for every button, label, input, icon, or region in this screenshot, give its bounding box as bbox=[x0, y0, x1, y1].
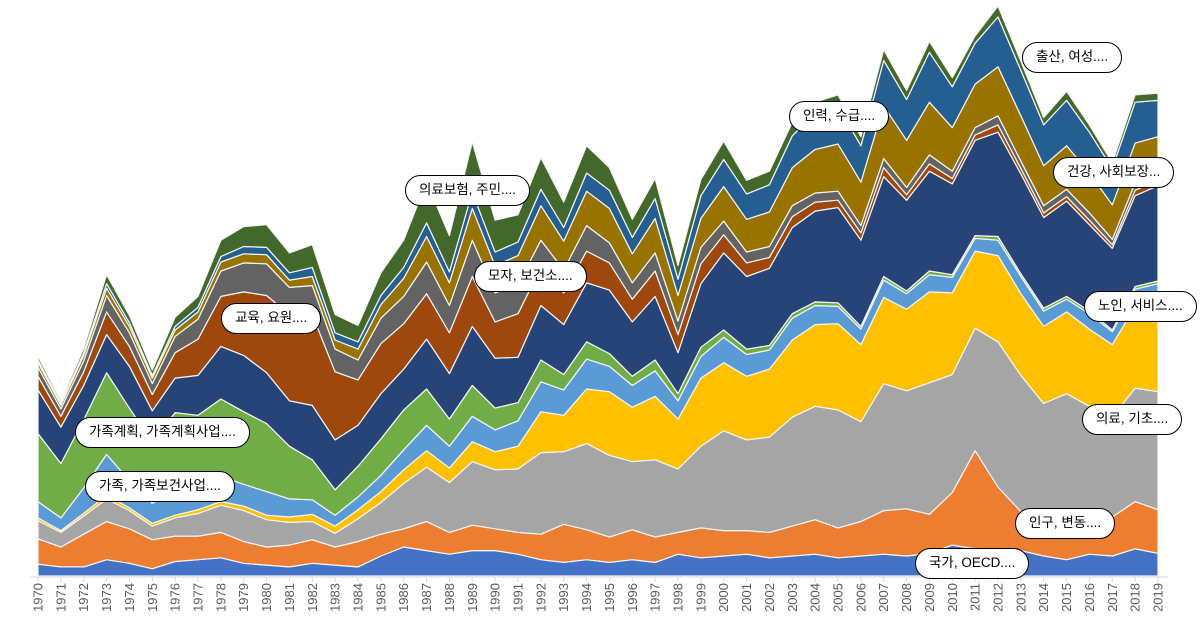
callout-birth-women: 출산, 여성.... bbox=[1022, 42, 1123, 73]
x-axis-label: 1993 bbox=[556, 583, 571, 612]
x-axis-label: 1997 bbox=[648, 583, 663, 612]
callout-education-personnel: 교육, 요원.... bbox=[221, 303, 322, 334]
x-axis-label: 1983 bbox=[328, 583, 343, 612]
x-axis-label: 2008 bbox=[899, 583, 914, 612]
x-axis-label: 1995 bbox=[602, 583, 617, 612]
x-axis-label: 1981 bbox=[282, 583, 297, 612]
x-axis-label: 1994 bbox=[579, 583, 594, 612]
x-axis-label: 2005 bbox=[831, 583, 846, 612]
x-axis-label: 2019 bbox=[1151, 583, 1166, 612]
x-axis-label: 2002 bbox=[762, 583, 777, 612]
callout-maternal-health-center: 모자, 보건소.... bbox=[474, 261, 587, 292]
x-axis-label: 1978 bbox=[213, 583, 228, 612]
x-axis-label: 2003 bbox=[785, 583, 800, 612]
callout-health-social-security: 건강, 사회보장... bbox=[1053, 157, 1175, 188]
x-axis-label: 1996 bbox=[625, 583, 640, 612]
x-axis-label: 1992 bbox=[533, 583, 548, 612]
x-axis-label: 2001 bbox=[739, 583, 754, 612]
x-axis-label: 1990 bbox=[488, 583, 503, 612]
x-axis-label: 1985 bbox=[373, 583, 388, 612]
x-axis-label: 1989 bbox=[465, 583, 480, 612]
x-axis-label: 2016 bbox=[1082, 583, 1097, 612]
x-axis-label: 2018 bbox=[1128, 583, 1143, 612]
x-axis-label: 1998 bbox=[671, 583, 686, 612]
x-axis-label: 1975 bbox=[145, 583, 160, 612]
x-axis-label: 2011 bbox=[968, 583, 983, 611]
x-axis-label: 1988 bbox=[442, 583, 457, 612]
callout-family-planning: 가족계획, 가족계획사업.... bbox=[75, 417, 250, 448]
x-axis-label: 1991 bbox=[511, 583, 526, 612]
callout-medical-basic: 의료, 기초.... bbox=[1082, 404, 1183, 435]
x-axis-label: 1970 bbox=[31, 583, 46, 612]
x-axis-label: 1986 bbox=[396, 583, 411, 612]
x-axis-label: 1973 bbox=[99, 583, 114, 612]
callout-population-change: 인구, 변동.... bbox=[1015, 508, 1116, 539]
x-axis-label: 1974 bbox=[122, 583, 137, 612]
callout-medical-insurance: 의료보험, 주민.... bbox=[405, 175, 531, 206]
x-axis-label: 2013 bbox=[1013, 583, 1028, 612]
x-axis-label: 2017 bbox=[1105, 583, 1120, 612]
x-axis-label: 1977 bbox=[191, 583, 206, 612]
x-axis-label: 1984 bbox=[351, 583, 366, 612]
x-axis-label: 1987 bbox=[419, 583, 434, 612]
x-axis-label: 1999 bbox=[693, 583, 708, 612]
x-axis-label: 2015 bbox=[1059, 583, 1074, 612]
x-axis-label: 1971 bbox=[53, 583, 68, 612]
x-axis-label: 1982 bbox=[305, 583, 320, 612]
x-axis-label: 2000 bbox=[716, 583, 731, 612]
x-axis-label: 2012 bbox=[991, 583, 1006, 612]
x-axis-label: 1972 bbox=[76, 583, 91, 612]
x-axis-label: 2014 bbox=[1036, 583, 1051, 612]
callout-country-oecd: 국가, OECD.... bbox=[915, 548, 1030, 579]
x-axis-label: 2006 bbox=[853, 583, 868, 612]
x-axis-label: 2010 bbox=[945, 583, 960, 612]
x-axis-label: 1976 bbox=[168, 583, 183, 612]
x-axis-label: 1979 bbox=[236, 583, 251, 612]
x-axis-label: 2007 bbox=[876, 583, 891, 612]
x-axis-label: 2009 bbox=[922, 583, 937, 612]
callout-family-health: 가족, 가족보건사업.... bbox=[85, 471, 235, 502]
callout-manpower-supply: 인력, 수급.... bbox=[789, 101, 890, 132]
x-axis-label: 2004 bbox=[808, 583, 823, 612]
callout-elderly-services: 노인, 서비스.... bbox=[1084, 291, 1197, 322]
x-axis-label: 1980 bbox=[259, 583, 274, 612]
